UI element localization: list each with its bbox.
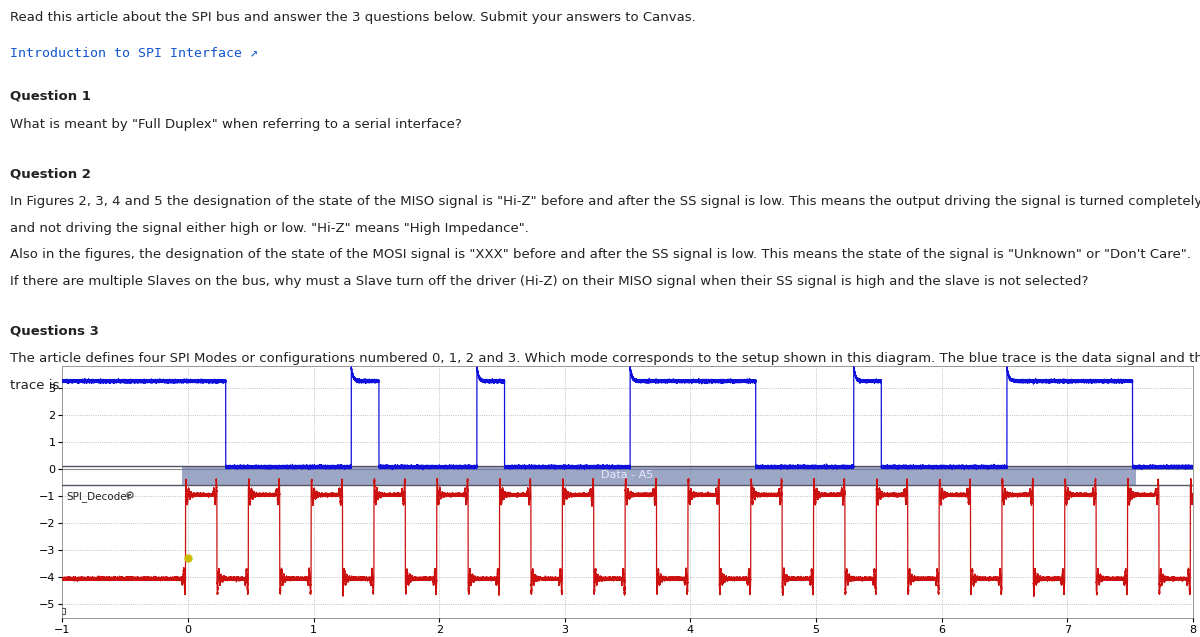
Text: Question 2: Question 2: [10, 167, 90, 180]
Text: What is meant by "Full Duplex" when referring to a serial interface?: What is meant by "Full Duplex" when refe…: [10, 118, 461, 131]
Text: In Figures 2, 3, 4 and 5 the designation of the state of the MISO signal is "Hi-: In Figures 2, 3, 4 and 5 the designation…: [10, 195, 1200, 208]
Text: If there are multiple Slaves on the bus, why must a Slave turn off the driver (H: If there are multiple Slaves on the bus,…: [10, 275, 1088, 288]
Text: Introduction to SPI Interface ↗: Introduction to SPI Interface ↗: [10, 47, 258, 60]
Text: Read this article about the SPI bus and answer the 3 questions below. Submit you: Read this article about the SPI bus and …: [10, 11, 695, 24]
Text: SPI_Decoder: SPI_Decoder: [66, 490, 131, 501]
Text: Questions 3: Questions 3: [10, 324, 98, 338]
Text: trace is the clock.: trace is the clock.: [10, 379, 128, 392]
Text: Data - A5: Data - A5: [601, 470, 654, 480]
Text: Also in the figures, the designation of the state of the MOSI signal is "XXX" be: Also in the figures, the designation of …: [10, 248, 1190, 261]
Bar: [181, 466, 1136, 485]
Text: ⚙: ⚙: [125, 491, 136, 501]
Text: and not driving the signal either high or low. "Hi-Z" means "High Impedance".: and not driving the signal either high o…: [10, 222, 528, 234]
Text: The article defines four SPI Modes or configurations numbered 0, 1, 2 and 3. Whi: The article defines four SPI Modes or co…: [10, 352, 1200, 365]
Text: Question 1: Question 1: [10, 90, 90, 103]
